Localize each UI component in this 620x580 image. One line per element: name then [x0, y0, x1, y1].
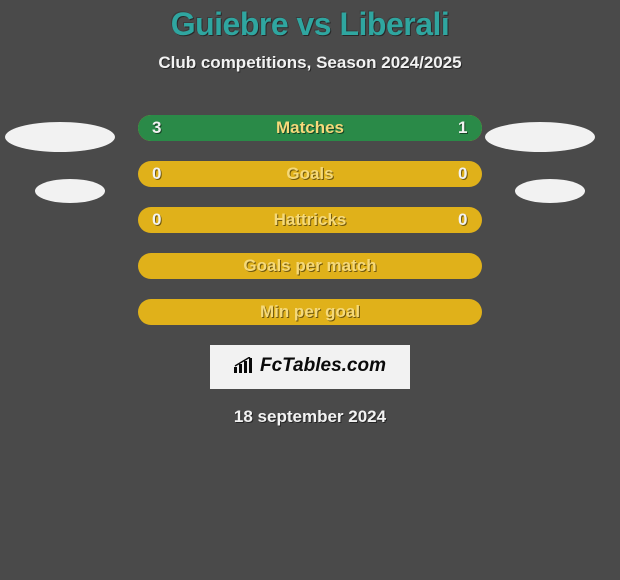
bar-value-left: 0 [152, 207, 161, 233]
bar-label: Min per goal [260, 299, 360, 325]
date-line: 18 september 2024 [0, 407, 620, 427]
bar-value-right: 0 [458, 207, 467, 233]
side-ellipse [5, 122, 115, 152]
bar-row: Goals per match [0, 253, 620, 279]
bar-value-left: 0 [152, 161, 161, 187]
side-ellipse [35, 179, 105, 203]
bar-value-right: 0 [458, 161, 467, 187]
bar-value-left: 3 [152, 115, 161, 141]
page-subtitle: Club competitions, Season 2024/2025 [0, 53, 620, 73]
bar-label: Goals per match [243, 253, 376, 279]
brand-box: FcTables.com [0, 345, 620, 389]
bar-label: Hattricks [274, 207, 347, 233]
brand-chart-icon [234, 357, 254, 379]
bar-label: Matches [276, 115, 344, 141]
brand-text: FcTables.com [260, 355, 386, 376]
bar-label: Goals [286, 161, 333, 187]
brand-badge: FcTables.com [210, 345, 410, 389]
bar-row: Hattricks 0 0 [0, 207, 620, 233]
bar-row: Min per goal [0, 299, 620, 325]
bar-fill-right [386, 115, 482, 141]
side-ellipse [515, 179, 585, 203]
bar-fill-left [138, 115, 386, 141]
side-ellipse [485, 122, 595, 152]
page-title: Guiebre vs Liberali [0, 0, 620, 43]
bar-value-right: 1 [458, 115, 467, 141]
